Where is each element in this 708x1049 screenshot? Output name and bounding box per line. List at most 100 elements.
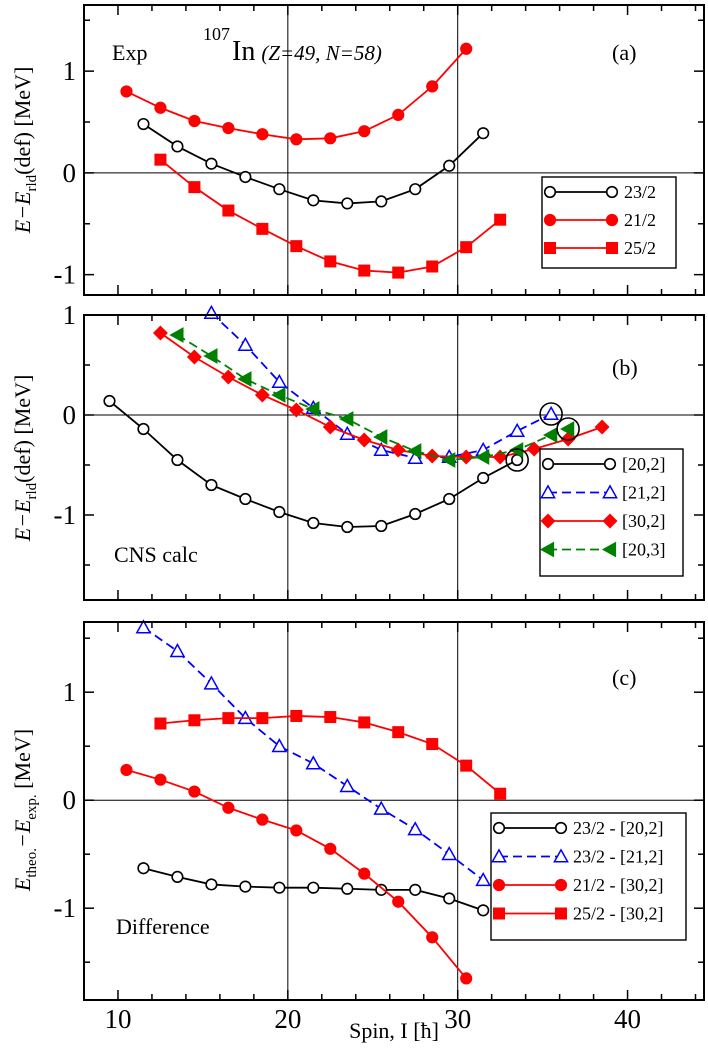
panel-b-ytick-label: 1 [63,300,77,330]
panel-c-series-3-point [324,842,337,855]
panel-a-corner-label: Exp [112,40,147,65]
panel-b-series-3-point [390,442,406,458]
panel-b-series-3-point [458,449,474,465]
panel-b-series-3-point [560,431,576,447]
panel-a-series-1-point [443,159,456,172]
panel-a-series-2-point [392,108,405,121]
panel-b-y-axis-label: E−Erld(def) [MeV] [10,375,40,543]
panel-a-series-3-point [222,204,235,217]
panel-c-legend-box [490,812,687,941]
panel-b-ytick-label: 0 [63,400,77,430]
panel-b-series-1-point [443,492,456,506]
panel-a-y-axis-label: E−Erld(def) [MeV] [10,67,40,235]
panel-a-legend-label: 25/2 [624,238,656,258]
panel-a-series-2-point [120,85,133,98]
panel-b-series-3-point [526,441,542,457]
panel-b-series-4-point [169,327,184,343]
panel-b-series-1-point [239,492,252,506]
panel-a-series-2-point [426,80,439,93]
panel-c-series-1-point [171,870,184,883]
panel-a-series-2-point [460,42,473,55]
panel-c-series-4-point [460,759,473,772]
panel-c-y-axis-label: Etheo.−Eexp. [MeV] [10,729,40,892]
panel-b-series-4-point [441,452,456,468]
panel-c-legend-marker [493,907,506,920]
panel-c-legend-marker [492,878,506,892]
panel-c-series-1-point [239,880,252,893]
panel-c: Etheo.−Eexp. [MeV] Difference (c) 23/2 -… [10,619,705,1001]
panel-c-series-1-point [375,883,388,896]
panel-c-series-3-point [222,801,235,814]
x-tick-labels: 10 20 30 40 [104,1004,641,1034]
x-tick-label: 40 [614,1004,641,1034]
panel-a-series-1-point [341,197,354,210]
panel-a-series-3-point [392,266,405,279]
panel-b-legend-marker [540,513,556,529]
panel-b-series-1-point [477,471,490,485]
panel-a-legend: 23/2 21/2 25/2 [541,176,677,269]
panel-c-series-4-point [392,726,405,739]
panel-b-series-1-point [103,394,116,408]
panel-a-series-1-point [477,127,490,140]
panel-a-series-3-point [256,222,269,235]
panel-b-series-1-point [205,478,218,492]
panel-c-series-3-point [256,813,269,826]
x-tick-label: 30 [444,1004,471,1034]
panel-c-series-4-point [358,716,371,729]
panel-c-series-4-point [426,738,439,751]
panel-b-series-1-point [273,505,286,519]
panel-c-series-4-point [256,712,269,725]
panel-b-series-1-point [375,519,388,533]
panel-b-series-3-point [322,419,338,435]
panel-c-legend-marker [491,848,507,863]
panel-a-series-1-point [409,183,422,196]
panel-c-series-4-point [154,717,167,730]
panel-a-series-1-point [375,195,388,208]
panel-c-series-3-point [290,824,303,837]
panel-a-series-3-point [460,241,473,254]
panel-c-series-2-point [475,871,492,887]
panel-b-series-4-point [339,411,354,427]
panel-c-corner-label: Difference [116,914,210,939]
panel-a-frame [83,4,705,296]
panel-c-series-2-point [339,777,356,793]
panel-c-series-3-point [120,763,133,777]
panel-c-legend-label: 23/2 - [21,2] [573,847,663,867]
panel-b-legend-marker [602,484,618,499]
panel-b-series-2-point [373,441,390,457]
panel-c-series-1-point [443,892,456,905]
panel-b-series-1-point [171,453,184,467]
panel-b-circled-point [505,448,529,472]
panel-b-legend-label: [21,2] [622,483,666,503]
panel-a-series-3-point [324,255,337,268]
panel-c-series-2-point [305,755,322,770]
panel-b-series-1-point [409,507,422,521]
panel-a-series-2-point [290,133,303,146]
panel-b-series-1-point [511,453,524,467]
panel-b-circled-point [539,402,563,426]
panel-b-legend-marker [539,541,555,558]
panel-c-legend: 23/2 - [20,2] 23/2 - [21,2] 21/2 - [30,2] 2… [490,812,687,941]
panel-c-series-4-point [188,714,201,727]
panel-c-series-1-point [273,881,286,894]
panel-b-series-2-point [203,304,220,320]
panel-c-frame [83,621,705,1001]
panel-c-ytick-label: 0 [63,785,77,815]
panel-c-series-3-point [154,773,167,786]
panel-a-series-3-point [494,213,507,226]
panel-b-tag: (b) [612,355,638,380]
panel-c-series-3-point [460,972,473,985]
panel-c-series-2-point [271,738,288,753]
panel-b-legend-marker [603,457,617,471]
panel-b-legend: [20,2] [21,2] [30,2] [20,3] [539,448,684,577]
panel-a-series-3-point [358,264,371,277]
panel-a-plot [84,5,704,295]
panel-a-tag: (a) [612,40,636,65]
panel-b-legend-label: [20,2] [622,454,666,474]
panel-b-legend-marker [541,457,555,471]
panel-c-series-2-point [441,846,458,861]
panel-a-series-3-point [188,181,201,194]
panel-b-series-3-point [186,349,202,365]
panel-b-series-4-point [407,443,422,459]
panel-b-series-3-point [356,432,372,448]
